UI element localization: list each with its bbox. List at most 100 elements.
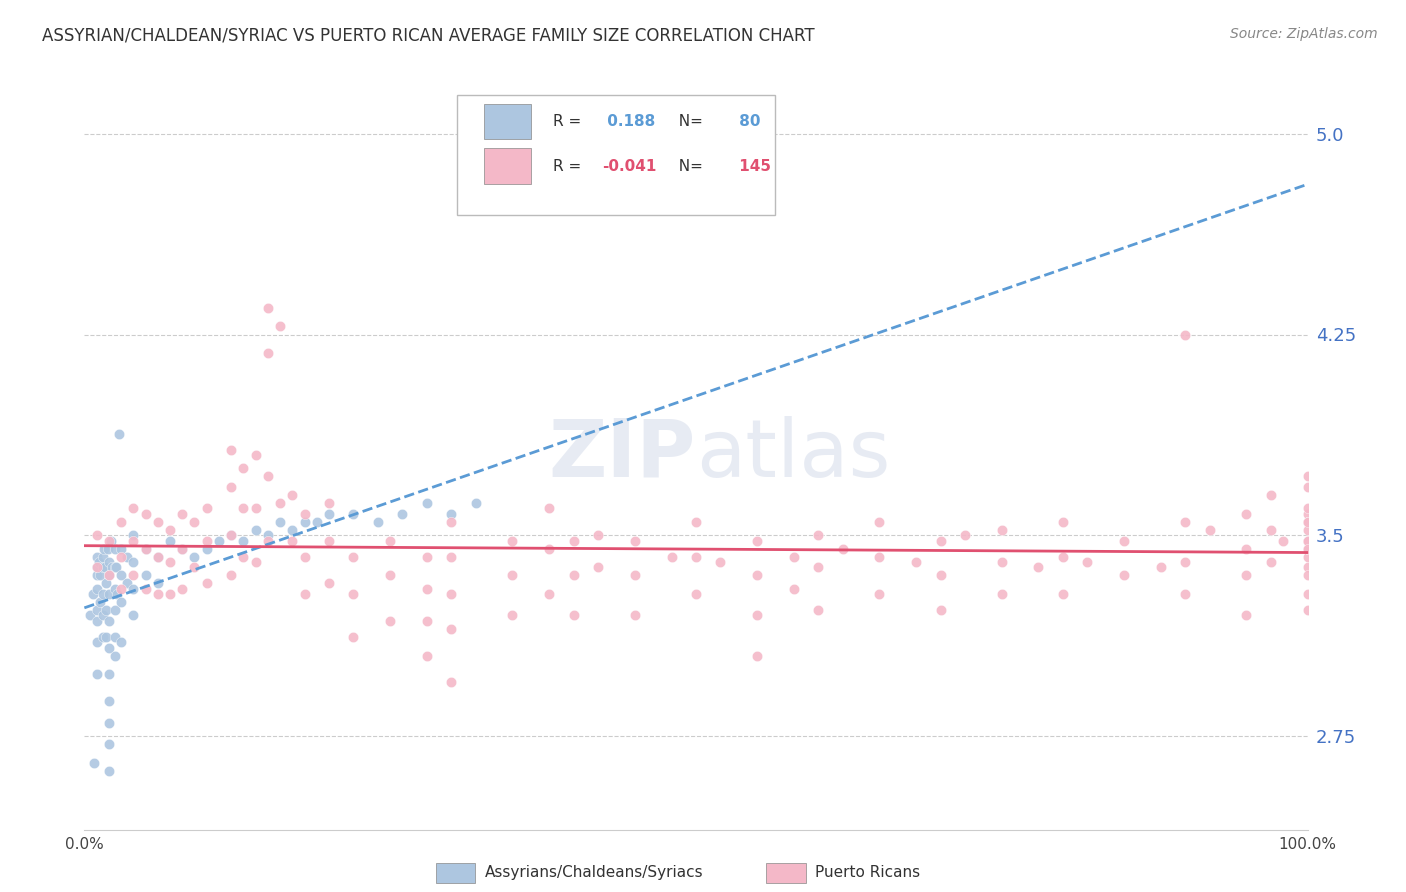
Point [929, 533, 952, 548]
Point [100, 533, 122, 548]
Point [991, 523, 1014, 537]
Point [562, 608, 585, 623]
Point [97, 715, 120, 730]
Point [172, 541, 194, 556]
Point [89, 595, 111, 609]
Point [1296, 515, 1319, 529]
Point [416, 496, 439, 510]
Point [1296, 533, 1319, 548]
Point [367, 515, 389, 529]
Point [97, 533, 120, 548]
Point [380, 533, 402, 548]
Point [1296, 469, 1319, 483]
Point [105, 560, 128, 574]
Point [122, 528, 145, 542]
Point [1296, 560, 1319, 574]
Point [1174, 555, 1197, 569]
Point [86, 614, 108, 628]
Point [783, 582, 806, 596]
Point [135, 541, 157, 556]
Point [1028, 560, 1050, 574]
Point [1296, 533, 1319, 548]
Point [97, 737, 120, 751]
Point [257, 469, 280, 483]
Point [991, 555, 1014, 569]
Point [502, 608, 524, 623]
Point [232, 549, 254, 564]
Point [440, 515, 463, 529]
Point [115, 576, 138, 591]
Point [110, 595, 132, 609]
Point [172, 582, 194, 596]
Point [1236, 608, 1258, 623]
Point [416, 648, 439, 663]
Point [86, 582, 108, 596]
Point [104, 582, 127, 596]
Point [1296, 533, 1319, 548]
Point [195, 501, 218, 516]
Point [380, 614, 402, 628]
Point [1174, 515, 1197, 529]
Point [82, 587, 104, 601]
Point [416, 614, 439, 628]
Point [709, 555, 731, 569]
Point [110, 582, 132, 596]
Point [269, 515, 291, 529]
Point [97, 587, 120, 601]
Point [586, 528, 609, 542]
Point [122, 555, 145, 569]
Point [97, 694, 120, 708]
FancyBboxPatch shape [484, 148, 531, 185]
Point [624, 568, 647, 582]
Point [269, 496, 291, 510]
Point [86, 568, 108, 582]
Text: -0.041: -0.041 [602, 159, 657, 174]
Point [747, 608, 769, 623]
Point [219, 442, 242, 457]
Point [294, 515, 316, 529]
Point [195, 533, 218, 548]
Point [783, 549, 806, 564]
Point [342, 630, 364, 644]
Point [269, 319, 291, 334]
Point [104, 560, 127, 574]
Point [86, 528, 108, 542]
Point [110, 549, 132, 564]
Text: R =: R = [553, 159, 581, 174]
Point [159, 555, 181, 569]
Point [416, 582, 439, 596]
Point [91, 587, 114, 601]
Point [135, 568, 157, 582]
Point [1296, 549, 1319, 564]
Point [172, 541, 194, 556]
Point [104, 630, 127, 644]
Point [1114, 568, 1136, 582]
Point [159, 587, 181, 601]
Point [97, 555, 120, 569]
Point [219, 568, 242, 582]
Point [747, 648, 769, 663]
Point [318, 496, 340, 510]
Point [122, 582, 145, 596]
Point [110, 568, 132, 582]
Point [135, 582, 157, 596]
Point [685, 549, 707, 564]
Point [110, 541, 132, 556]
Point [869, 587, 891, 601]
Point [89, 568, 111, 582]
Point [502, 533, 524, 548]
Point [195, 576, 218, 591]
Point [440, 622, 463, 636]
Point [342, 587, 364, 601]
Point [1174, 587, 1197, 601]
Point [1296, 501, 1319, 516]
Point [807, 560, 830, 574]
Point [86, 603, 108, 617]
Point [1296, 515, 1319, 529]
Point [294, 507, 316, 521]
Point [146, 587, 169, 601]
Point [869, 515, 891, 529]
Point [538, 501, 561, 516]
Point [1260, 488, 1282, 502]
Point [135, 541, 157, 556]
